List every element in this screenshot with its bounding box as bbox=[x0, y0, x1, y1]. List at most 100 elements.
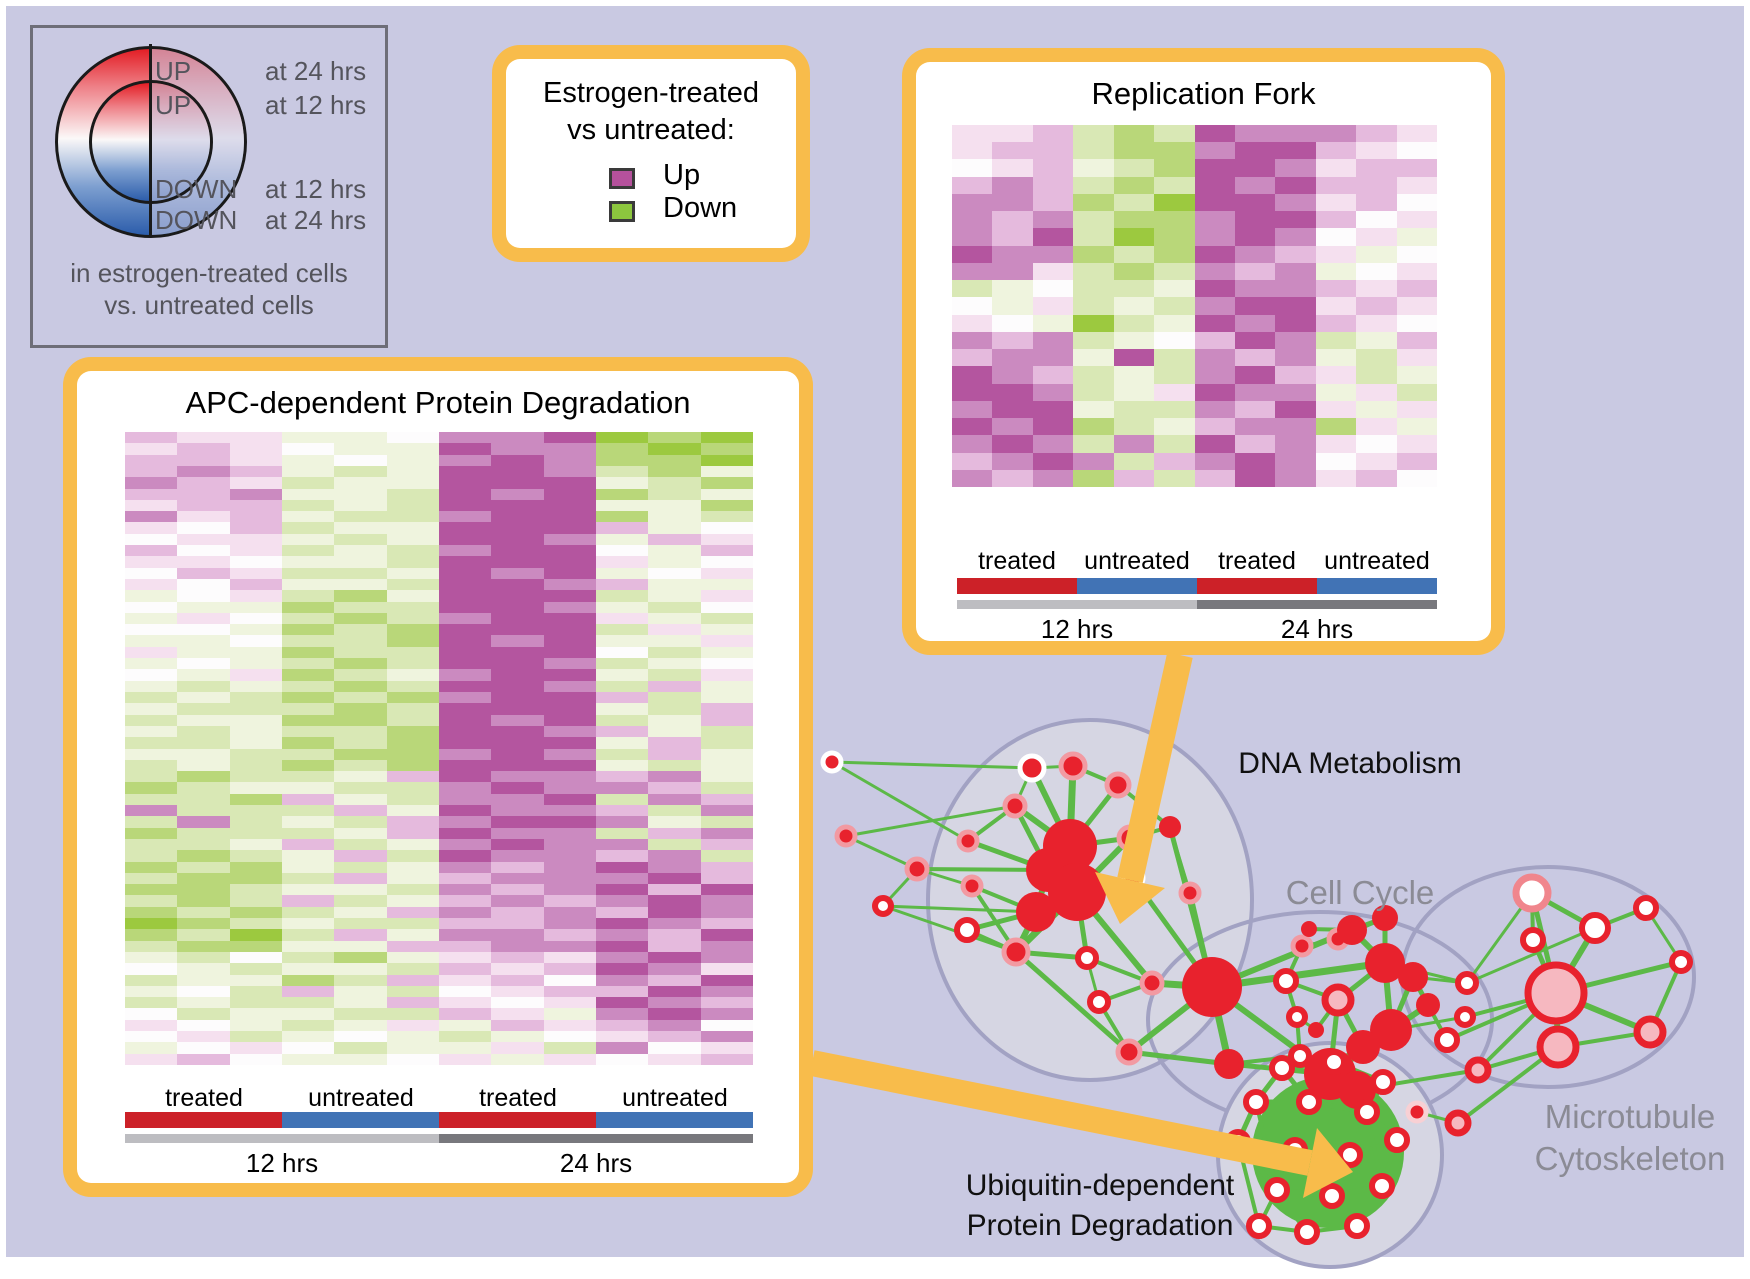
heatmap-cell bbox=[334, 974, 387, 986]
heatmap-cell bbox=[125, 499, 178, 512]
heatmap-cell bbox=[1194, 211, 1235, 229]
heatmap-cell bbox=[992, 418, 1033, 436]
heatmap-cell bbox=[700, 432, 753, 444]
heatmap-cell bbox=[595, 669, 649, 681]
ring-legend-caption-1: in estrogen-treated cells bbox=[70, 258, 348, 288]
heatmap-cell bbox=[1194, 159, 1235, 177]
color-legend-inner: Estrogen-treated vs untreated: Up Down bbox=[506, 59, 796, 248]
heatmap-cell bbox=[1396, 331, 1437, 350]
heatmap-cell bbox=[595, 658, 649, 670]
heatmap-cell bbox=[491, 646, 544, 659]
gene-node-dw bbox=[1369, 1173, 1395, 1199]
heatmap-cell bbox=[595, 646, 649, 659]
heatmap-cell bbox=[491, 443, 544, 455]
heatmap-cell bbox=[648, 465, 701, 478]
heatmap-cell bbox=[543, 951, 596, 964]
heatmap-cell bbox=[992, 314, 1033, 332]
heatmap-cell bbox=[491, 669, 544, 681]
heatmap-cell bbox=[1234, 193, 1276, 212]
heatmap-cell bbox=[1315, 469, 1357, 487]
heatmap-cell bbox=[386, 691, 439, 704]
heatmap-cell bbox=[543, 1008, 596, 1020]
apc-12hrs-bar bbox=[125, 1134, 439, 1143]
heatmap-cell bbox=[1154, 452, 1195, 470]
heatmap-cell bbox=[648, 1031, 701, 1043]
heatmap-cell bbox=[229, 714, 282, 726]
heatmap-cell bbox=[125, 545, 178, 557]
heatmap-cell bbox=[491, 499, 544, 512]
heatmap-cell bbox=[1275, 211, 1316, 229]
network-edge bbox=[845, 834, 918, 871]
heatmap-cell bbox=[543, 1042, 596, 1054]
heatmap-cell bbox=[595, 522, 649, 534]
heatmap-cell bbox=[595, 759, 649, 772]
heatmap-cell bbox=[1234, 331, 1276, 350]
heatmap-cell bbox=[1194, 262, 1235, 281]
heatmap-cell bbox=[1275, 435, 1316, 453]
heatmap-cell bbox=[700, 906, 753, 919]
gene-node-rp bbox=[1001, 937, 1031, 967]
heatmap-cell bbox=[1315, 176, 1357, 194]
heatmap-cell bbox=[438, 578, 492, 591]
heatmap-cell bbox=[595, 499, 649, 512]
heatmap-cell bbox=[1154, 366, 1195, 384]
heatmap-cell bbox=[648, 782, 701, 794]
heatmap-cell bbox=[1154, 262, 1195, 281]
heatmap-cell bbox=[543, 793, 596, 806]
heatmap-cell bbox=[177, 816, 230, 828]
microtubule-cytoskeleton-label: Microtubule Cytoskeleton bbox=[1490, 1096, 1750, 1180]
heatmap-cell bbox=[125, 1008, 178, 1020]
heatmap-cell bbox=[386, 567, 439, 579]
gene-node-rw bbox=[820, 750, 844, 774]
heatmap-cell bbox=[438, 759, 492, 772]
heatmap-cell bbox=[334, 465, 387, 478]
heatmap-cell bbox=[229, 590, 282, 602]
heatmap-cell bbox=[281, 759, 335, 772]
heatmap-cell bbox=[229, 465, 282, 478]
heatmap-cell bbox=[386, 499, 439, 512]
heatmap-cell bbox=[1073, 159, 1114, 177]
heatmap-cell bbox=[438, 793, 492, 806]
heatmap-cell bbox=[543, 691, 596, 704]
heatmap-cell bbox=[438, 477, 492, 489]
heatmap-cell bbox=[595, 793, 649, 806]
gene-node-dw bbox=[1354, 1099, 1380, 1125]
heatmap-cell bbox=[491, 827, 544, 839]
heatmap-cell bbox=[1032, 383, 1074, 401]
heatmap-cell bbox=[1396, 211, 1437, 229]
heatmap-cell bbox=[1275, 469, 1316, 487]
heatmap-cell bbox=[125, 951, 178, 964]
heatmap-cell bbox=[125, 443, 178, 455]
heatmap-cell bbox=[992, 297, 1033, 315]
gene-node-s bbox=[1308, 1022, 1324, 1038]
heatmap-cell bbox=[438, 499, 492, 512]
heatmap-cell bbox=[229, 838, 282, 851]
heatmap-cell bbox=[334, 906, 387, 919]
heatmap-cell bbox=[1113, 262, 1155, 281]
heatmap-cell bbox=[543, 567, 596, 579]
heatmap-cell bbox=[952, 314, 993, 332]
heatmap-cell bbox=[1396, 349, 1437, 367]
heatmap-cell bbox=[1315, 400, 1357, 419]
heatmap-cell bbox=[1032, 142, 1074, 160]
heatmap-cell bbox=[281, 567, 335, 579]
heatmap-cell bbox=[334, 443, 387, 455]
gene-node-dw bbox=[1633, 895, 1659, 921]
network-edge bbox=[831, 760, 1033, 770]
heatmap-cell bbox=[595, 1053, 649, 1065]
heatmap-cell bbox=[491, 793, 544, 806]
heatmap-cell bbox=[700, 612, 753, 625]
gene-node-dw bbox=[1520, 927, 1546, 953]
heatmap-cell bbox=[491, 511, 544, 523]
heatmap-cell bbox=[229, 884, 282, 896]
heatmap-cell bbox=[125, 838, 178, 851]
heatmap-cell bbox=[334, 782, 387, 794]
heatmap-cell bbox=[438, 567, 492, 579]
heatmap-cell bbox=[1194, 418, 1235, 436]
heatmap-cell bbox=[1194, 400, 1235, 419]
heatmap-cell bbox=[700, 759, 753, 772]
heatmap-cell bbox=[229, 895, 282, 907]
heatmap-cell bbox=[177, 499, 230, 512]
heatmap-cell bbox=[700, 488, 753, 500]
heatmap-cell bbox=[992, 228, 1033, 246]
